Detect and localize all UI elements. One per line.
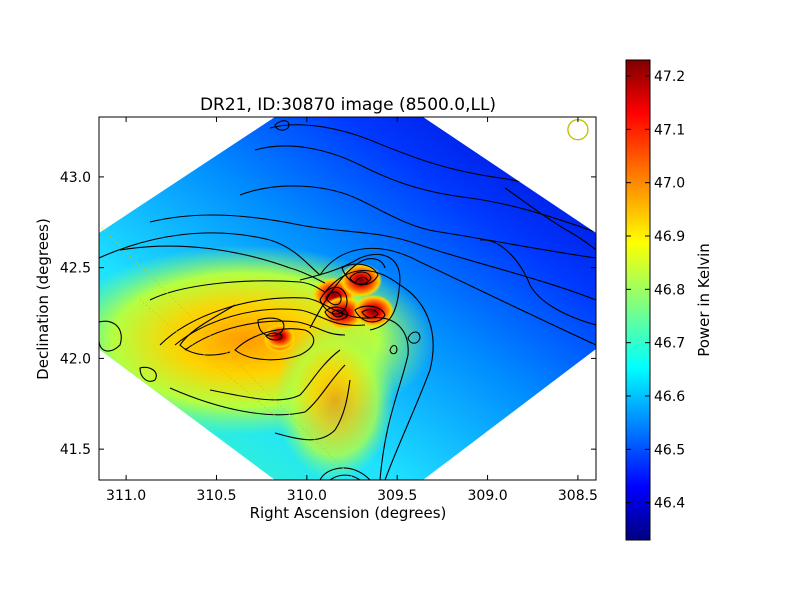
contour-line: [407, 331, 421, 344]
y-tick-label: 42.5: [60, 261, 91, 277]
contour-line: [257, 317, 285, 337]
colorbar: 46.4 46.5 46.6 46.7 46.8 46.9 47.0 47.1 47.2 Pow…: [625, 59, 713, 541]
contour-line: [479, 239, 596, 326]
y-tick-label: 43.0: [60, 170, 91, 186]
y-axis-label: Declination (degrees): [34, 218, 52, 380]
contour-line: [265, 332, 283, 341]
x-axis-ticks: 311.0 310.5 310.0 309.5 309.0 308.5: [106, 117, 598, 504]
colorbar-tick-label: 46.7: [654, 336, 685, 352]
colorbar-tick-label: 46.4: [654, 496, 685, 512]
colorbar-label: Power in Kelvin: [695, 243, 713, 357]
colorbar-tick-label: 47.2: [654, 69, 685, 85]
contour-line: [99, 320, 122, 352]
contour-line: [174, 308, 366, 346]
x-tick-label: 310.5: [196, 488, 236, 504]
contour-line: [329, 474, 361, 480]
contour-line: [99, 232, 596, 346]
colorbar-tick-label: 46.8: [654, 282, 685, 298]
colorbar-tick-label: 47.0: [654, 176, 685, 192]
dotted-guide-line: [99, 224, 356, 480]
y-tick-label: 41.5: [60, 442, 91, 458]
x-tick-label: 311.0: [106, 488, 146, 504]
colorbar-tick-label: 46.9: [654, 229, 685, 245]
contour-line: [209, 349, 341, 401]
contour-line: [234, 328, 315, 361]
x-axis-label: Right Ascension (degrees): [250, 504, 447, 522]
y-tick-label: 42.0: [60, 351, 91, 367]
contour-line: [274, 379, 351, 441]
colorbar-tick-label: 46.6: [654, 389, 685, 405]
peak-spot: [264, 324, 296, 349]
axes-frame: [98, 116, 597, 481]
sky-image: [99, 117, 596, 480]
contour-line: [239, 185, 596, 259]
contour-line: [319, 286, 348, 315]
contour-lines: [99, 120, 596, 480]
contour-line: [179, 304, 236, 356]
contour-line: [139, 366, 157, 382]
beam-marker: [567, 119, 589, 141]
contour-line: [309, 258, 386, 329]
peak-spot: [339, 263, 383, 298]
x-tick-label: 310.0: [287, 488, 327, 504]
contour-line: [299, 254, 401, 331]
colorbar-gradient: [625, 59, 651, 541]
chart-title: DR21, ID:30870 image (8500.0,LL): [200, 95, 496, 115]
x-tick-label: 308.5: [558, 488, 598, 504]
contour-line: [149, 214, 596, 301]
contour-line: [354, 276, 369, 286]
colorbar-tick-label: 46.5: [654, 442, 685, 458]
contour-line: [319, 467, 371, 480]
colorbar-ticks: 46.4 46.5 46.6 46.7 46.8 46.9 47.0 47.1 47.2: [626, 69, 685, 512]
contour-line: [331, 309, 344, 318]
contour-line: [504, 187, 596, 251]
colorbar-tick-label: 47.1: [654, 122, 685, 138]
contour-line: [149, 270, 434, 480]
contour-line: [119, 245, 326, 284]
dotted-guide-line: [139, 299, 281, 421]
contour-line: [361, 309, 379, 319]
dotted-guides: [99, 224, 356, 480]
x-tick-label: 309.0: [468, 488, 508, 504]
contour-line: [389, 344, 398, 355]
contour-line: [169, 364, 346, 416]
contour-line: [324, 306, 349, 321]
contour-line: [274, 120, 290, 131]
x-tick-label: 309.5: [377, 488, 417, 504]
y-axis-ticks: 41.5 42.0 42.5 43.0: [60, 170, 596, 458]
peak-spot: [353, 294, 395, 328]
contour-line: [354, 305, 386, 323]
